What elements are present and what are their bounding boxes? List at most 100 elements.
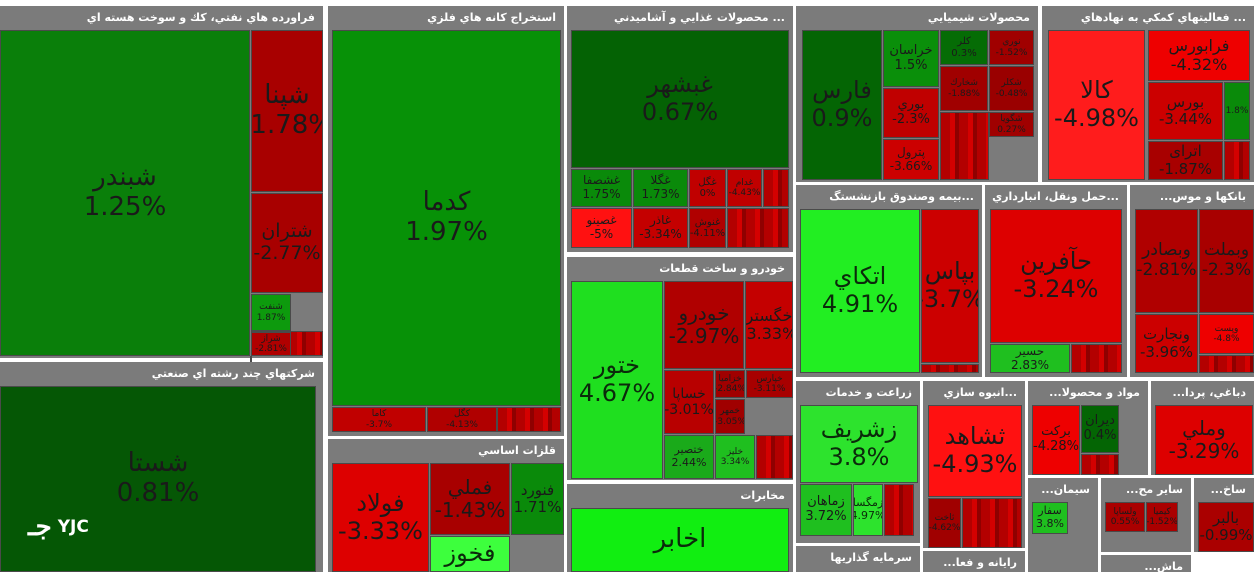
small-tile-cluster[interactable]	[962, 498, 1022, 548]
sector-block[interactable]: ساير مح... ولساپا 0.55% كيمیا -1.52%	[1101, 478, 1191, 552]
stock-tile[interactable]: شبندر 1.25%	[0, 30, 250, 356]
stock-tile[interactable]: خزامیا -2.84%	[715, 370, 745, 398]
stock-tile[interactable]: خلیز 3.34%	[715, 435, 755, 479]
stock-tile[interactable]: 1.8%	[1224, 82, 1250, 140]
sector-block[interactable]: استخراج كانه هاي فلزي كدما 1.97% كاما -3.7% ك…	[328, 6, 564, 436]
stock-tile[interactable]: غشصفا 1.75%	[571, 169, 632, 207]
sector-block[interactable]: مواد و محصولا... بركت -4.28% ديران 0.4%	[1028, 381, 1148, 475]
sector-title: مواد و محصولا...	[1049, 386, 1140, 399]
sector-block[interactable]: ... فعاليتهاي كمكي به نهادهاي كالا -4.98% ف…	[1042, 6, 1254, 182]
stock-tile[interactable]: بوري -2.3%	[883, 88, 939, 138]
stock-tile[interactable]: ونجارت -3.96%	[1135, 314, 1198, 373]
stock-tile[interactable]: بپاس-3.7%	[921, 209, 979, 363]
stock-tile[interactable]: غگل 0%	[689, 169, 726, 207]
stock-tile[interactable]: غاذر -3.34%	[633, 208, 688, 248]
stock-tile[interactable]: بركت -4.28%	[1032, 405, 1080, 475]
stock-tile[interactable]: شپنا-1.78%	[251, 30, 323, 192]
stock-tile[interactable]: حسير 2.83%	[990, 344, 1070, 373]
stock-tile[interactable]: خودرو -2.97%	[664, 281, 744, 369]
stock-tile[interactable]: خگستر-3.33%	[745, 281, 793, 369]
stock-tile[interactable]: پترول -3.66%	[883, 139, 939, 180]
sector-block[interactable]: رايانه و فعا...	[923, 551, 1025, 572]
stock-tile[interactable]: ختور 4.67%	[571, 281, 663, 479]
stock-tile[interactable]: خپارس -3.11%	[746, 370, 793, 398]
sector-block[interactable]: ماش...	[1101, 555, 1191, 573]
stock-tile[interactable]: كگل -4.13%	[427, 407, 497, 432]
small-tile-cluster[interactable]	[921, 364, 979, 373]
stock-tile[interactable]: كلر 0.3%	[940, 30, 988, 65]
stock-tile[interactable]: بورس -3.44%	[1148, 82, 1223, 140]
stock-tile[interactable]: غنوش -4.11%	[689, 208, 726, 248]
sector-block[interactable]: دباغي، پردا... وملي -3.29%	[1151, 381, 1254, 475]
stock-tile[interactable]: شخارك -1.88%	[940, 66, 988, 111]
stock-tile[interactable]: وبملت -2.3%	[1199, 209, 1254, 313]
stock-tile[interactable]: شنفت 1.87%	[251, 294, 291, 331]
stock-tile[interactable]: فنورد 1.71%	[511, 463, 564, 535]
stock-tile[interactable]: خمهر -3.05%	[715, 399, 745, 434]
stock-tile[interactable]: وملي -3.29%	[1155, 405, 1253, 475]
stock-tile[interactable]: ختصير 2.44%	[664, 435, 714, 479]
sector-block[interactable]: ...بيمه وصندوق بازنشستگاتكاي4.91%بپاس-3.…	[796, 185, 982, 377]
stock-tile[interactable]: خراسان 1.5%	[883, 30, 939, 87]
sector-block[interactable]: سيمان... سفار 3.8%	[1028, 478, 1098, 572]
small-tile-cluster[interactable]	[884, 484, 914, 536]
stock-tile[interactable]: خساپا -3.01%	[664, 370, 714, 434]
stock-tile[interactable]: ثشاهد -4.93%	[928, 405, 1022, 497]
stock-tile[interactable]: سفار 3.8%	[1032, 502, 1068, 534]
stock-tile[interactable]: فملي -1.43%	[430, 463, 510, 535]
sector-block[interactable]: زراعت و خدماتزشريف3.8%زماهان3.72%زمگسا4.…	[796, 381, 920, 543]
stock-tile[interactable]: فخوز	[430, 536, 510, 572]
small-tile-cluster[interactable]	[1224, 141, 1250, 180]
stock-tile[interactable]: غصينو -5%	[571, 208, 632, 248]
stock-tile[interactable]: زشريف 3.8%	[800, 405, 918, 483]
sector-block[interactable]: مخابرات اخابر	[567, 484, 793, 572]
stock-tile[interactable]: ديران 0.4%	[1081, 405, 1119, 453]
stock-tile[interactable]: شگويا 0.27%	[989, 112, 1034, 137]
sector-block[interactable]: ... محصولات غذايي و آشاميدني غبشهر 0.67% غش…	[567, 6, 793, 252]
small-tile-cluster[interactable]	[497, 407, 561, 432]
stock-tile[interactable]: فارس 0.9%	[802, 30, 882, 180]
sector-block[interactable]: ساخ... بالبر -0.99%	[1194, 478, 1254, 552]
small-tile-cluster[interactable]	[1071, 344, 1122, 373]
stock-tile[interactable]: زمگسا4.97%	[853, 484, 883, 536]
sector-block[interactable]: ...انبوه سازي ثشاهد -4.93% ثاخت -4.62%	[923, 381, 1025, 548]
small-tile-cluster[interactable]	[756, 435, 793, 479]
sector-block[interactable]: خودرو و ساخت قطعات ختور 4.67% خودرو -2.97% خگ…	[567, 257, 793, 480]
stock-tile[interactable]: فرابورس -4.32%	[1148, 30, 1250, 81]
sector-block[interactable]: فراورده هاي نفتي، كك و سوخت هسته اي شبندر…	[0, 6, 323, 518]
sector-block[interactable]: شركتهاي چند رشته اي صنعتي شستا 0.81%	[0, 362, 323, 572]
stock-tile[interactable]: كدما 1.97%	[332, 30, 561, 406]
stock-tile[interactable]: غگلا 1.73%	[633, 169, 688, 207]
stock-tile[interactable]: شتران -2.77%	[251, 193, 323, 293]
small-tile-cluster[interactable]	[763, 169, 789, 207]
small-tile-cluster[interactable]	[1081, 454, 1119, 475]
stock-tile[interactable]: ولساپا 0.55%	[1105, 502, 1145, 532]
stock-tile[interactable]: شكلر -0.48%	[989, 66, 1034, 111]
stock-tile[interactable]: اترای -1.87%	[1148, 141, 1223, 180]
sector-block[interactable]: سرمايه گذاريها	[796, 546, 920, 572]
stock-tile[interactable]: وپست -4.8%	[1199, 314, 1254, 354]
stock-tile[interactable]: فولاد -3.33%	[332, 463, 429, 572]
stock-tile[interactable]: كالا -4.98%	[1048, 30, 1145, 180]
stock-tile[interactable]: نوري -1.52%	[989, 30, 1034, 65]
stock-tile[interactable]: اتكاي 4.91%	[800, 209, 920, 373]
small-tile-cluster[interactable]	[940, 112, 989, 180]
stock-tile[interactable]: غبشهر 0.67%	[571, 30, 789, 168]
sector-block[interactable]: ...حمل ونقل، انبارداري حآفرين -3.24% حسير 2.…	[985, 185, 1127, 377]
stock-tile[interactable]: ثاخت -4.62%	[928, 498, 961, 548]
sector-block[interactable]: محصولات شيميايي فارس 0.9% خراسان 1.5% كلر 0.3%…	[796, 6, 1038, 182]
sector-block[interactable]: بانكها و موس... وبصادر -2.81% وبملت -2.3% ونج…	[1130, 185, 1254, 377]
stock-tile[interactable]: وبصادر -2.81%	[1135, 209, 1198, 313]
stock-tile[interactable]: اخابر	[571, 508, 789, 572]
small-tile-cluster[interactable]	[1199, 355, 1254, 373]
sector-block[interactable]: قلزات اساسي فولاد -3.33% فملي -1.43% فنورد 1.7…	[328, 439, 564, 572]
stock-tile[interactable]: كيمیا -1.52%	[1146, 502, 1178, 532]
stock-tile[interactable]: شستا 0.81%	[0, 386, 316, 572]
stock-tile[interactable]: حآفرين -3.24%	[990, 209, 1122, 343]
stock-tile[interactable]: زماهان 3.72%	[800, 484, 852, 536]
stock-tile[interactable]: كاما -3.7%	[332, 407, 426, 432]
stock-tile[interactable]: شراز -2.81%	[251, 332, 291, 356]
small-tile-cluster[interactable]	[727, 208, 789, 248]
stock-tile[interactable]: بالبر -0.99%	[1198, 502, 1254, 552]
stock-tile[interactable]: غدام -4.43%	[727, 169, 762, 207]
